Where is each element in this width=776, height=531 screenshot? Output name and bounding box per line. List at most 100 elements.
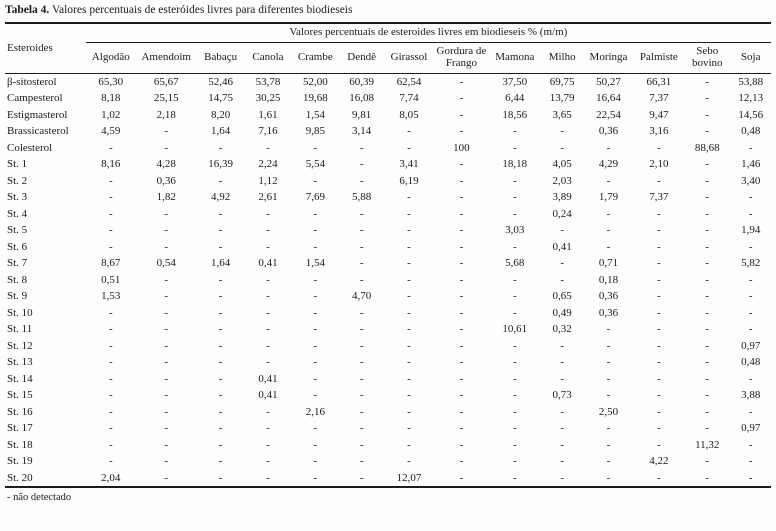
data-cell: - — [459, 438, 464, 451]
data-cell: 25,15 — [153, 92, 179, 104]
data-cell: 3,41 — [399, 158, 419, 170]
data-cell: - — [606, 224, 611, 236]
data-cell: 0,41 — [552, 240, 572, 253]
data-cell: - — [359, 273, 364, 286]
data-cell: - — [705, 422, 710, 434]
column-header-4: Canola — [244, 42, 292, 74]
row-label: St. 18 — [7, 438, 33, 451]
data-cell: - — [459, 422, 464, 434]
data-cell: - — [705, 240, 710, 253]
data-cell: - — [748, 191, 753, 203]
row-label: St. 8 — [7, 273, 28, 286]
table-row: β-sitosterol 65,30 65,67 52,46 53,78 52,00 60,… — [5, 73, 771, 90]
data-cell: - — [218, 356, 223, 368]
data-cell: 1,12 — [258, 174, 278, 187]
data-cell: - — [291, 469, 340, 488]
data-cell: - — [606, 141, 611, 154]
row-label: Brassicasterol — [7, 125, 69, 137]
column-header-13: Sebo bovino — [684, 42, 731, 74]
data-cell: - — [407, 207, 411, 220]
data-cell: - — [218, 323, 223, 335]
data-cell: - — [657, 306, 661, 319]
data-cell: - — [313, 306, 318, 319]
data-cell: - — [459, 306, 464, 319]
data-cell: - — [108, 422, 113, 434]
data-cell: - — [560, 339, 564, 352]
data-cell: - — [266, 356, 270, 368]
data-cell: 0,51 — [101, 273, 121, 286]
data-cell: - — [459, 108, 464, 121]
data-cell: - — [266, 422, 270, 434]
data-cell: 1,53 — [101, 290, 121, 302]
data-cell: 14,75 — [208, 92, 233, 104]
data-cell: - — [359, 323, 364, 335]
data-cell: - — [459, 224, 464, 236]
data-cell: - — [657, 356, 661, 368]
table-row: St. 11 - - - - - - - - 10,61 0,32 - - - - — [5, 321, 771, 338]
data-cell: - — [560, 273, 564, 286]
data-cell: - — [108, 339, 113, 352]
data-cell: - — [266, 207, 270, 220]
data-cell: 6,44 — [505, 92, 525, 104]
data-cell: - — [560, 356, 564, 368]
data-cell: - — [407, 389, 411, 401]
data-cell: 0,71 — [598, 257, 619, 269]
data-cell: - — [108, 455, 113, 467]
data-cell: - — [407, 306, 411, 319]
data-cell: - — [108, 306, 113, 319]
column-header-10: Milho — [541, 42, 584, 74]
table-row: Colesterol - - - - - - - 100 - - - - 88,68 - — [5, 140, 771, 157]
data-cell: 88,68 — [694, 141, 720, 154]
data-cell: 4,05 — [552, 158, 572, 170]
data-cell: - — [488, 469, 541, 488]
data-cell: 0,24 — [552, 207, 572, 220]
data-cell: - — [606, 174, 611, 187]
data-cell: - — [748, 438, 753, 451]
data-cell: 3,88 — [741, 389, 761, 401]
data-cell: - — [266, 240, 270, 253]
data-cell: - — [407, 438, 411, 451]
data-cell: - — [359, 224, 364, 236]
table-row: Brassicasterol 4,59 - 1,64 7,16 9,85 3,14 - - - - 0… — [5, 123, 771, 140]
column-header-11: Moringa — [583, 42, 634, 74]
data-cell: - — [313, 273, 318, 286]
data-cell: - — [541, 469, 584, 488]
data-cell: - — [313, 174, 318, 187]
data-cell: 1,82 — [156, 191, 176, 203]
data-cell: - — [407, 323, 411, 335]
data-cell: - — [434, 469, 489, 488]
data-cell: - — [512, 125, 517, 137]
data-cell: - — [407, 273, 411, 286]
data-cell: 62,54 — [396, 75, 422, 88]
data-cell: - — [512, 438, 517, 451]
data-cell: - — [705, 356, 710, 368]
data-cell: - — [313, 290, 318, 302]
data-cell: - — [164, 207, 169, 220]
data-cell: - — [266, 455, 270, 467]
data-cell: - — [606, 323, 611, 335]
data-cell: - — [512, 356, 517, 368]
data-cell: 50,27 — [596, 75, 621, 88]
data-cell: - — [359, 158, 364, 170]
table-row: St. 14 - - - 0,41 - - - - - - - - - - — [5, 371, 771, 388]
data-cell: 1,54 — [305, 257, 325, 269]
data-cell: 9,85 — [305, 125, 325, 137]
data-cell: 2,18 — [156, 108, 176, 121]
data-cell: - — [407, 290, 411, 302]
data-cell: - — [164, 389, 169, 401]
data-cell: 1,46 — [741, 158, 761, 170]
data-cell: - — [359, 389, 364, 401]
data-cell: 13,79 — [549, 92, 575, 104]
data-cell: - — [606, 438, 611, 451]
data-cell: 11,32 — [695, 438, 720, 451]
table-row: St. 20 2,04- - - - -12,07- - - - - - - — [5, 469, 771, 488]
data-cell: - — [705, 339, 710, 352]
data-cell: 3,65 — [552, 108, 572, 121]
data-cell: 1,61 — [258, 108, 278, 121]
steroids-table: Esteroides Valores percentuais de estero… — [5, 22, 771, 488]
data-cell: - — [313, 422, 318, 434]
data-cell: - — [748, 207, 753, 220]
data-cell: - — [748, 405, 753, 418]
data-cell: - — [459, 191, 464, 203]
column-header-7: Girassol — [383, 42, 435, 74]
